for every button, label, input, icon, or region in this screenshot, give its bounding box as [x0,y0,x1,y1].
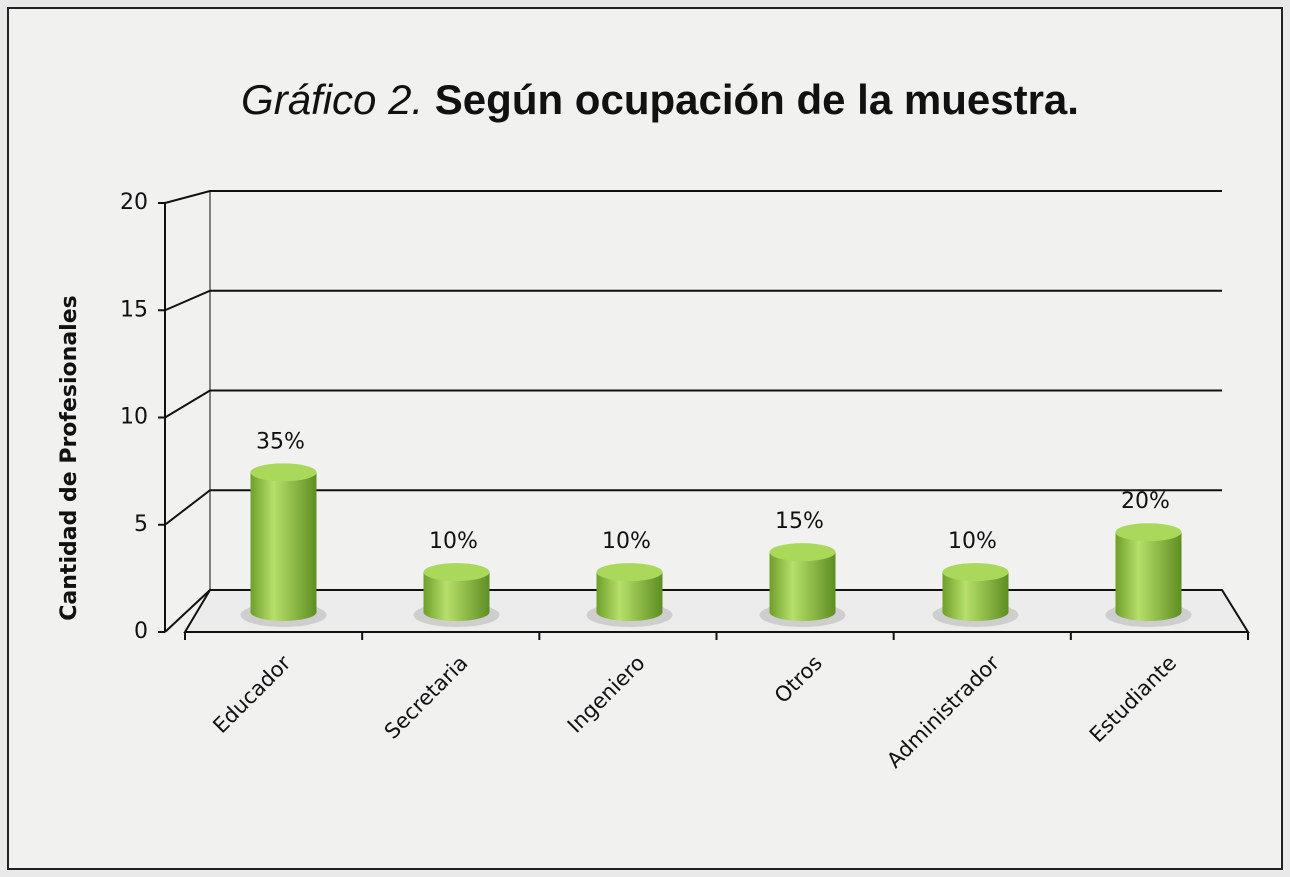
grid-line [164,589,1222,633]
bar [1115,532,1182,621]
value-label: 15% [775,509,824,534]
y-tick-label: 15 [120,297,148,322]
bar [769,552,836,621]
bar-top [250,463,317,482]
chart-title: Gráfico 2. Según ocupación de la muestra… [241,76,1079,123]
value-label: 10% [429,529,478,554]
y-tick-label: 5 [134,512,148,537]
value-label: 10% [948,529,997,554]
grid-line [164,190,1222,204]
floor [183,589,1250,633]
bar [423,572,490,621]
y-tick-label: 10 [120,405,148,430]
grid-line [164,289,1222,312]
chart-frame [7,7,1283,870]
value-label: 10% [602,529,651,554]
bar-top [423,563,490,582]
bar-top [769,543,836,562]
value-label: 35% [256,429,305,454]
grid-line [164,489,1222,526]
bar [942,572,1009,621]
title-text: Según ocupación de la muestra. [435,76,1079,123]
bar-top [1115,523,1182,542]
grid-line [164,389,1222,419]
bar [250,472,317,621]
y-axis-label: Cantidad de Profesionales [57,295,82,620]
y-tick-label: 20 [120,190,148,215]
title-label: Gráfico 2. [241,76,423,123]
value-label: 20% [1121,489,1170,514]
bar [596,572,663,621]
bar-top [942,563,1009,582]
bar-top [596,563,663,582]
y-tick-label: 0 [134,619,148,644]
